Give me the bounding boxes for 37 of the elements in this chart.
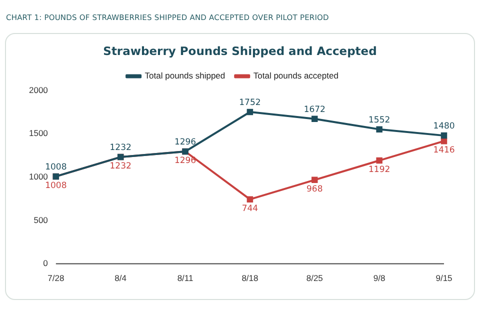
data-label: 1192 [368, 164, 390, 175]
point [312, 176, 318, 184]
data-label: 1232 [110, 162, 132, 172]
legend-label: Total pounds accepted [253, 70, 339, 81]
data-label: 1296 [174, 156, 196, 166]
data-label: 1008 [45, 162, 67, 172]
y-tick-label: 2000 [28, 84, 48, 95]
point [246, 108, 254, 116]
data-label: 744 [242, 204, 258, 214]
y-tick-label: 500 [34, 214, 48, 225]
data-label: 1416 [433, 146, 455, 156]
point [376, 126, 382, 132]
data-label: 1008 [45, 180, 67, 191]
legend-label: Total pounds shipped [144, 70, 226, 81]
x-tick-label: 9/8 [373, 273, 386, 284]
data-label: 1752 [239, 98, 261, 108]
x-tick-label: 8/18 [242, 273, 258, 284]
x-tick-label: 8/25 [306, 273, 324, 284]
point [440, 132, 448, 139]
data-label: 1552 [368, 115, 390, 126]
x-tick-label: 8/4 [114, 273, 127, 284]
y-tick-label: 1000 [28, 171, 48, 182]
x-tick-label: 9/15 [436, 273, 453, 284]
x-tick-label: 8/11 [177, 273, 194, 284]
data-label: 968 [306, 184, 323, 194]
data-label: 1480 [433, 122, 455, 132]
y-tick-label: 0 [43, 258, 48, 268]
data-label: 1232 [110, 143, 132, 153]
point [246, 196, 254, 202]
chart-subtitle: Strawberry Pounds Shipped and Accepted [102, 44, 378, 58]
y-tick-label: 1500 [28, 128, 48, 138]
point [440, 138, 448, 144]
data-label: 1672 [304, 104, 326, 115]
data-label: 1296 [174, 137, 196, 148]
point [376, 157, 382, 164]
point [312, 116, 318, 122]
x-tick-label: 7/28 [48, 273, 64, 284]
